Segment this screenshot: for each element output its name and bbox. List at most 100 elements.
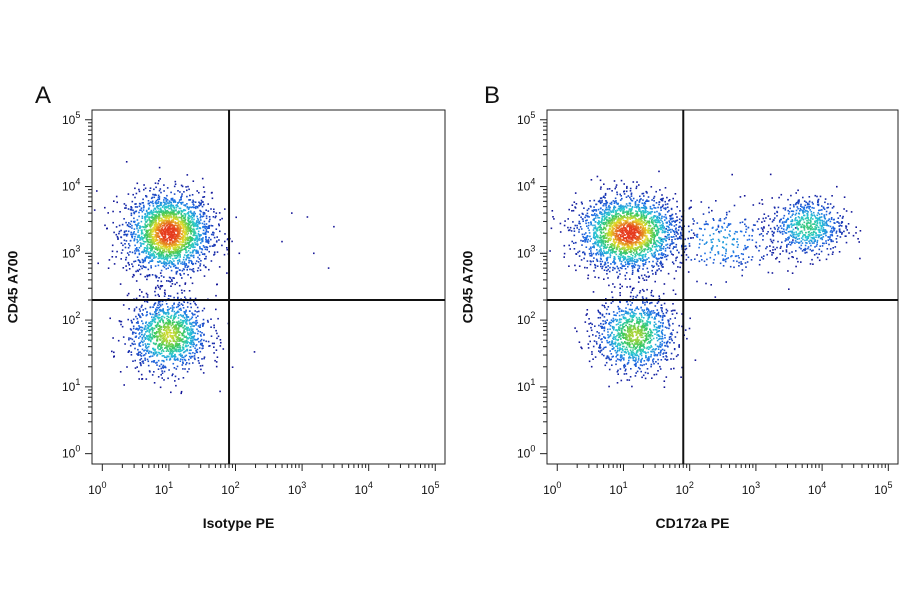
event-point xyxy=(142,341,144,344)
event-point xyxy=(578,231,580,233)
event-point xyxy=(186,362,188,364)
event-point xyxy=(676,312,678,315)
event-point xyxy=(199,324,202,326)
event-point xyxy=(199,269,202,271)
event-point xyxy=(177,250,180,253)
event-point xyxy=(127,247,130,249)
event-point xyxy=(141,267,143,270)
event-point xyxy=(616,371,619,373)
event-point xyxy=(176,218,178,221)
event-point xyxy=(140,209,142,211)
event-point xyxy=(771,197,773,199)
event-point xyxy=(659,198,662,201)
event-point xyxy=(210,224,212,227)
event-point xyxy=(763,226,765,228)
event-point xyxy=(771,254,773,256)
event-point xyxy=(828,218,830,220)
event-point xyxy=(640,370,642,373)
event-point xyxy=(166,212,169,214)
event-point xyxy=(592,334,594,336)
event-point xyxy=(167,377,169,380)
event-point xyxy=(651,377,653,379)
event-point xyxy=(129,223,132,225)
event-point xyxy=(215,294,217,297)
event-point xyxy=(152,306,155,308)
event-point xyxy=(659,207,662,209)
event-point xyxy=(678,237,681,240)
event-point xyxy=(172,211,174,213)
event-point xyxy=(568,244,570,247)
event-point xyxy=(827,239,830,241)
event-point xyxy=(133,340,135,343)
event-point xyxy=(169,205,172,207)
event-point xyxy=(745,266,747,268)
event-point xyxy=(607,265,609,267)
event-point xyxy=(173,207,176,210)
event-point xyxy=(164,335,166,338)
event-point xyxy=(573,201,576,203)
event-point xyxy=(594,263,596,266)
event-point xyxy=(217,335,220,338)
event-point xyxy=(127,261,130,264)
event-point xyxy=(809,248,812,251)
event-point xyxy=(137,240,139,243)
event-point xyxy=(171,307,174,309)
event-point xyxy=(199,216,202,219)
event-point xyxy=(614,314,616,316)
event-point xyxy=(156,226,158,228)
event-point xyxy=(181,320,184,322)
event-point xyxy=(179,253,181,256)
event-point xyxy=(181,230,183,232)
event-point xyxy=(173,185,176,188)
event-point xyxy=(186,242,188,245)
event-point xyxy=(177,378,180,380)
event-point xyxy=(155,225,157,228)
event-point xyxy=(163,326,165,328)
event-point xyxy=(170,205,172,208)
event-point xyxy=(755,241,758,244)
event-point xyxy=(154,236,156,238)
event-point xyxy=(153,303,156,305)
event-point xyxy=(167,309,169,312)
event-point xyxy=(167,262,170,265)
event-point xyxy=(650,365,652,368)
event-point xyxy=(213,208,215,211)
event-point xyxy=(147,251,150,253)
event-point xyxy=(181,349,184,352)
event-point xyxy=(190,322,192,325)
event-point xyxy=(581,347,583,350)
event-point xyxy=(680,376,682,378)
event-point xyxy=(183,262,186,265)
event-point xyxy=(632,181,635,183)
event-point xyxy=(190,212,193,215)
event-point xyxy=(850,211,853,213)
event-point xyxy=(675,220,677,222)
event-point xyxy=(674,336,677,338)
event-point xyxy=(162,249,164,252)
event-point xyxy=(130,231,132,234)
event-point xyxy=(167,232,170,234)
event-point xyxy=(194,222,196,225)
event-point xyxy=(149,328,151,331)
event-point xyxy=(213,324,215,327)
event-point xyxy=(606,188,609,190)
event-point xyxy=(187,225,189,227)
event-point xyxy=(215,228,218,230)
event-point xyxy=(827,236,829,238)
event-point xyxy=(176,336,179,338)
event-point xyxy=(182,217,185,219)
event-point xyxy=(154,321,157,324)
event-point xyxy=(167,326,169,328)
event-point xyxy=(640,274,643,277)
event-point xyxy=(178,340,180,342)
event-point xyxy=(725,211,728,214)
event-point xyxy=(149,306,152,309)
event-point xyxy=(157,200,160,203)
event-point xyxy=(605,357,607,360)
event-point xyxy=(173,346,175,349)
event-point xyxy=(192,352,194,354)
event-point xyxy=(197,325,200,327)
event-point xyxy=(213,211,215,213)
event-point xyxy=(135,315,137,318)
event-point xyxy=(636,199,638,202)
